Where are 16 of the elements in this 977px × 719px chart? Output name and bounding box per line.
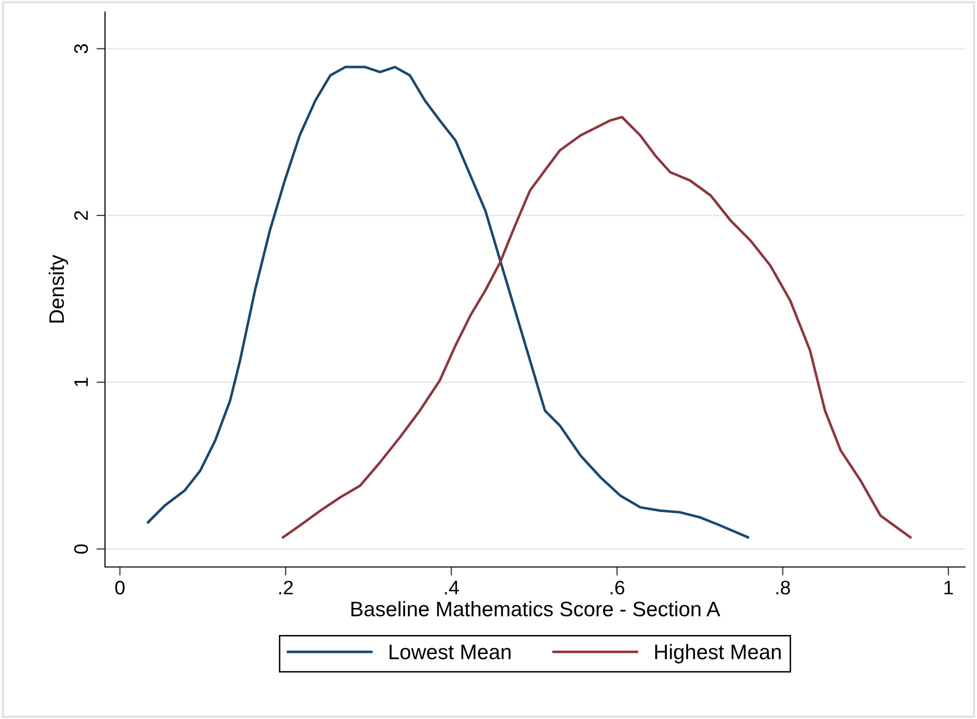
line-series [146,66,750,539]
x-axis-title: Baseline Mathematics Score - Section A [351,601,720,616]
y-axis-title: Density [48,254,68,323]
x-tick-label: .8 [776,580,790,594]
x-tick-label: 1 [944,580,953,594]
y-tick-label: 3 [74,44,88,54]
x-tick-label: .6 [610,580,624,594]
x-tick-label: .4 [444,580,459,594]
x-tick-label: 0 [115,580,125,594]
x-tick-label: .2 [279,580,293,594]
line-series [282,116,912,539]
y-tick-label: 1 [74,378,88,386]
y-tick-label: 2 [74,211,88,220]
y-tick-label: 0 [74,544,88,554]
legend-label: Lowest Mean [390,644,511,660]
legend-label: Highest Mean [655,644,781,664]
